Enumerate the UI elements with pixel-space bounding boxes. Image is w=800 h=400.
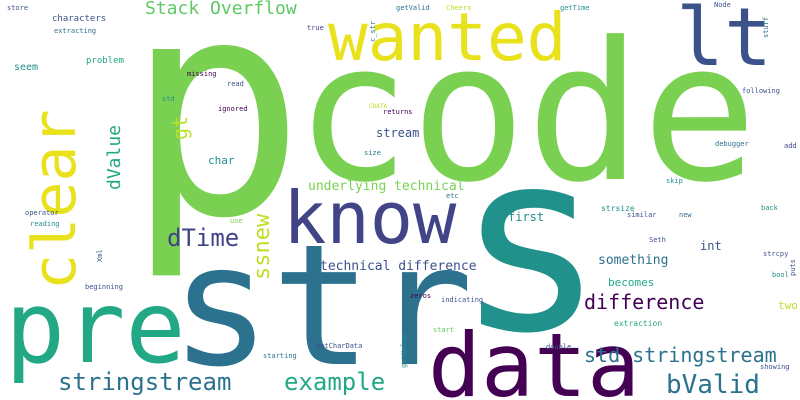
word-clear: clear (20, 109, 90, 290)
word-problem: problem (86, 56, 124, 66)
word-know: know (283, 176, 457, 260)
word-two: two (778, 299, 798, 312)
word-stuff: stuff (762, 16, 770, 38)
word-bool: bool (772, 271, 789, 279)
word-gt: gt (168, 115, 192, 140)
word-s: s (455, 97, 606, 388)
word-operator: operator (25, 209, 59, 217)
word-underlying-technical: underlying technical (308, 179, 465, 194)
word-double: double (546, 343, 572, 351)
word-lt: lt (676, 0, 773, 84)
word-debugger: debugger (715, 140, 749, 148)
word-difference: difference (584, 290, 705, 314)
word-pre: pre (5, 269, 186, 386)
word-reading: reading (30, 220, 60, 228)
word-read: read (227, 80, 244, 88)
word-similar: similar (627, 211, 657, 219)
word-puts: puts (789, 259, 797, 276)
word-stringstream: stringstream (58, 368, 232, 396)
word-zeros: zeros (410, 292, 432, 300)
word-skip: skip (666, 177, 683, 185)
word-ssnew: ssnew (250, 213, 275, 280)
word-getchardata: getCharData (316, 342, 363, 350)
word-dtime: dTime (167, 224, 240, 252)
word-becomes: becomes (608, 276, 655, 289)
word-etc: etc (446, 192, 459, 200)
word-back: back (761, 204, 778, 212)
word-true: true (307, 24, 324, 32)
word-example: example (284, 368, 386, 396)
word-missing: missing (187, 70, 217, 78)
word-gettime: getTime (560, 4, 590, 12)
word-seth: Seth (649, 236, 666, 244)
word-starting: starting (263, 352, 297, 360)
word-new: new (679, 211, 692, 219)
word-xml: Xml (96, 249, 104, 262)
word-seem: seem (14, 62, 39, 73)
word-showing: showing (760, 363, 790, 371)
word-stream: stream (376, 126, 420, 140)
word-something: something (598, 253, 669, 268)
word-extracting: extracting (54, 27, 97, 35)
word-getvalid: getValid (396, 4, 430, 12)
word-first: first (508, 210, 545, 224)
word-ignored: ignored (218, 105, 248, 113)
word-node: Node (714, 1, 731, 9)
word-size: size (364, 149, 381, 157)
word-following: following (742, 87, 780, 95)
word-p: p (125, 0, 306, 284)
word-data: data (428, 314, 640, 400)
word-extraction: extraction (614, 319, 663, 328)
word-dvalue: dValue (104, 124, 125, 190)
word-char: char (208, 154, 235, 167)
word-wanted: wanted (328, 0, 567, 76)
word-strsize: strsize (601, 204, 635, 213)
word-bvalid: bValid (666, 370, 760, 400)
word-store: store (7, 4, 29, 12)
word-add: add (784, 142, 797, 150)
word-cdata: CDATA (369, 103, 388, 110)
word-beginning: beginning (85, 283, 123, 291)
word-use: use (230, 217, 243, 225)
word-getvalue: getValue (400, 334, 408, 368)
word-std-stringstream: std stringstream (584, 343, 777, 367)
word-start: start (433, 326, 455, 334)
word-code: code (295, 2, 758, 225)
word-str: str (170, 208, 474, 400)
word-cheers: Cheers (446, 4, 472, 12)
word-characters: characters (52, 14, 107, 24)
word-technical-difference: technical difference (320, 259, 477, 274)
word-std: std (162, 95, 175, 103)
word-c-str: c_str (369, 20, 377, 42)
word-int: int (700, 239, 722, 253)
word-stack-overflow: Stack Overflow (145, 0, 297, 19)
word-strcpy: strcpy (763, 250, 789, 258)
word-indicating: indicating (441, 296, 484, 304)
word-returns: returns (383, 108, 413, 116)
